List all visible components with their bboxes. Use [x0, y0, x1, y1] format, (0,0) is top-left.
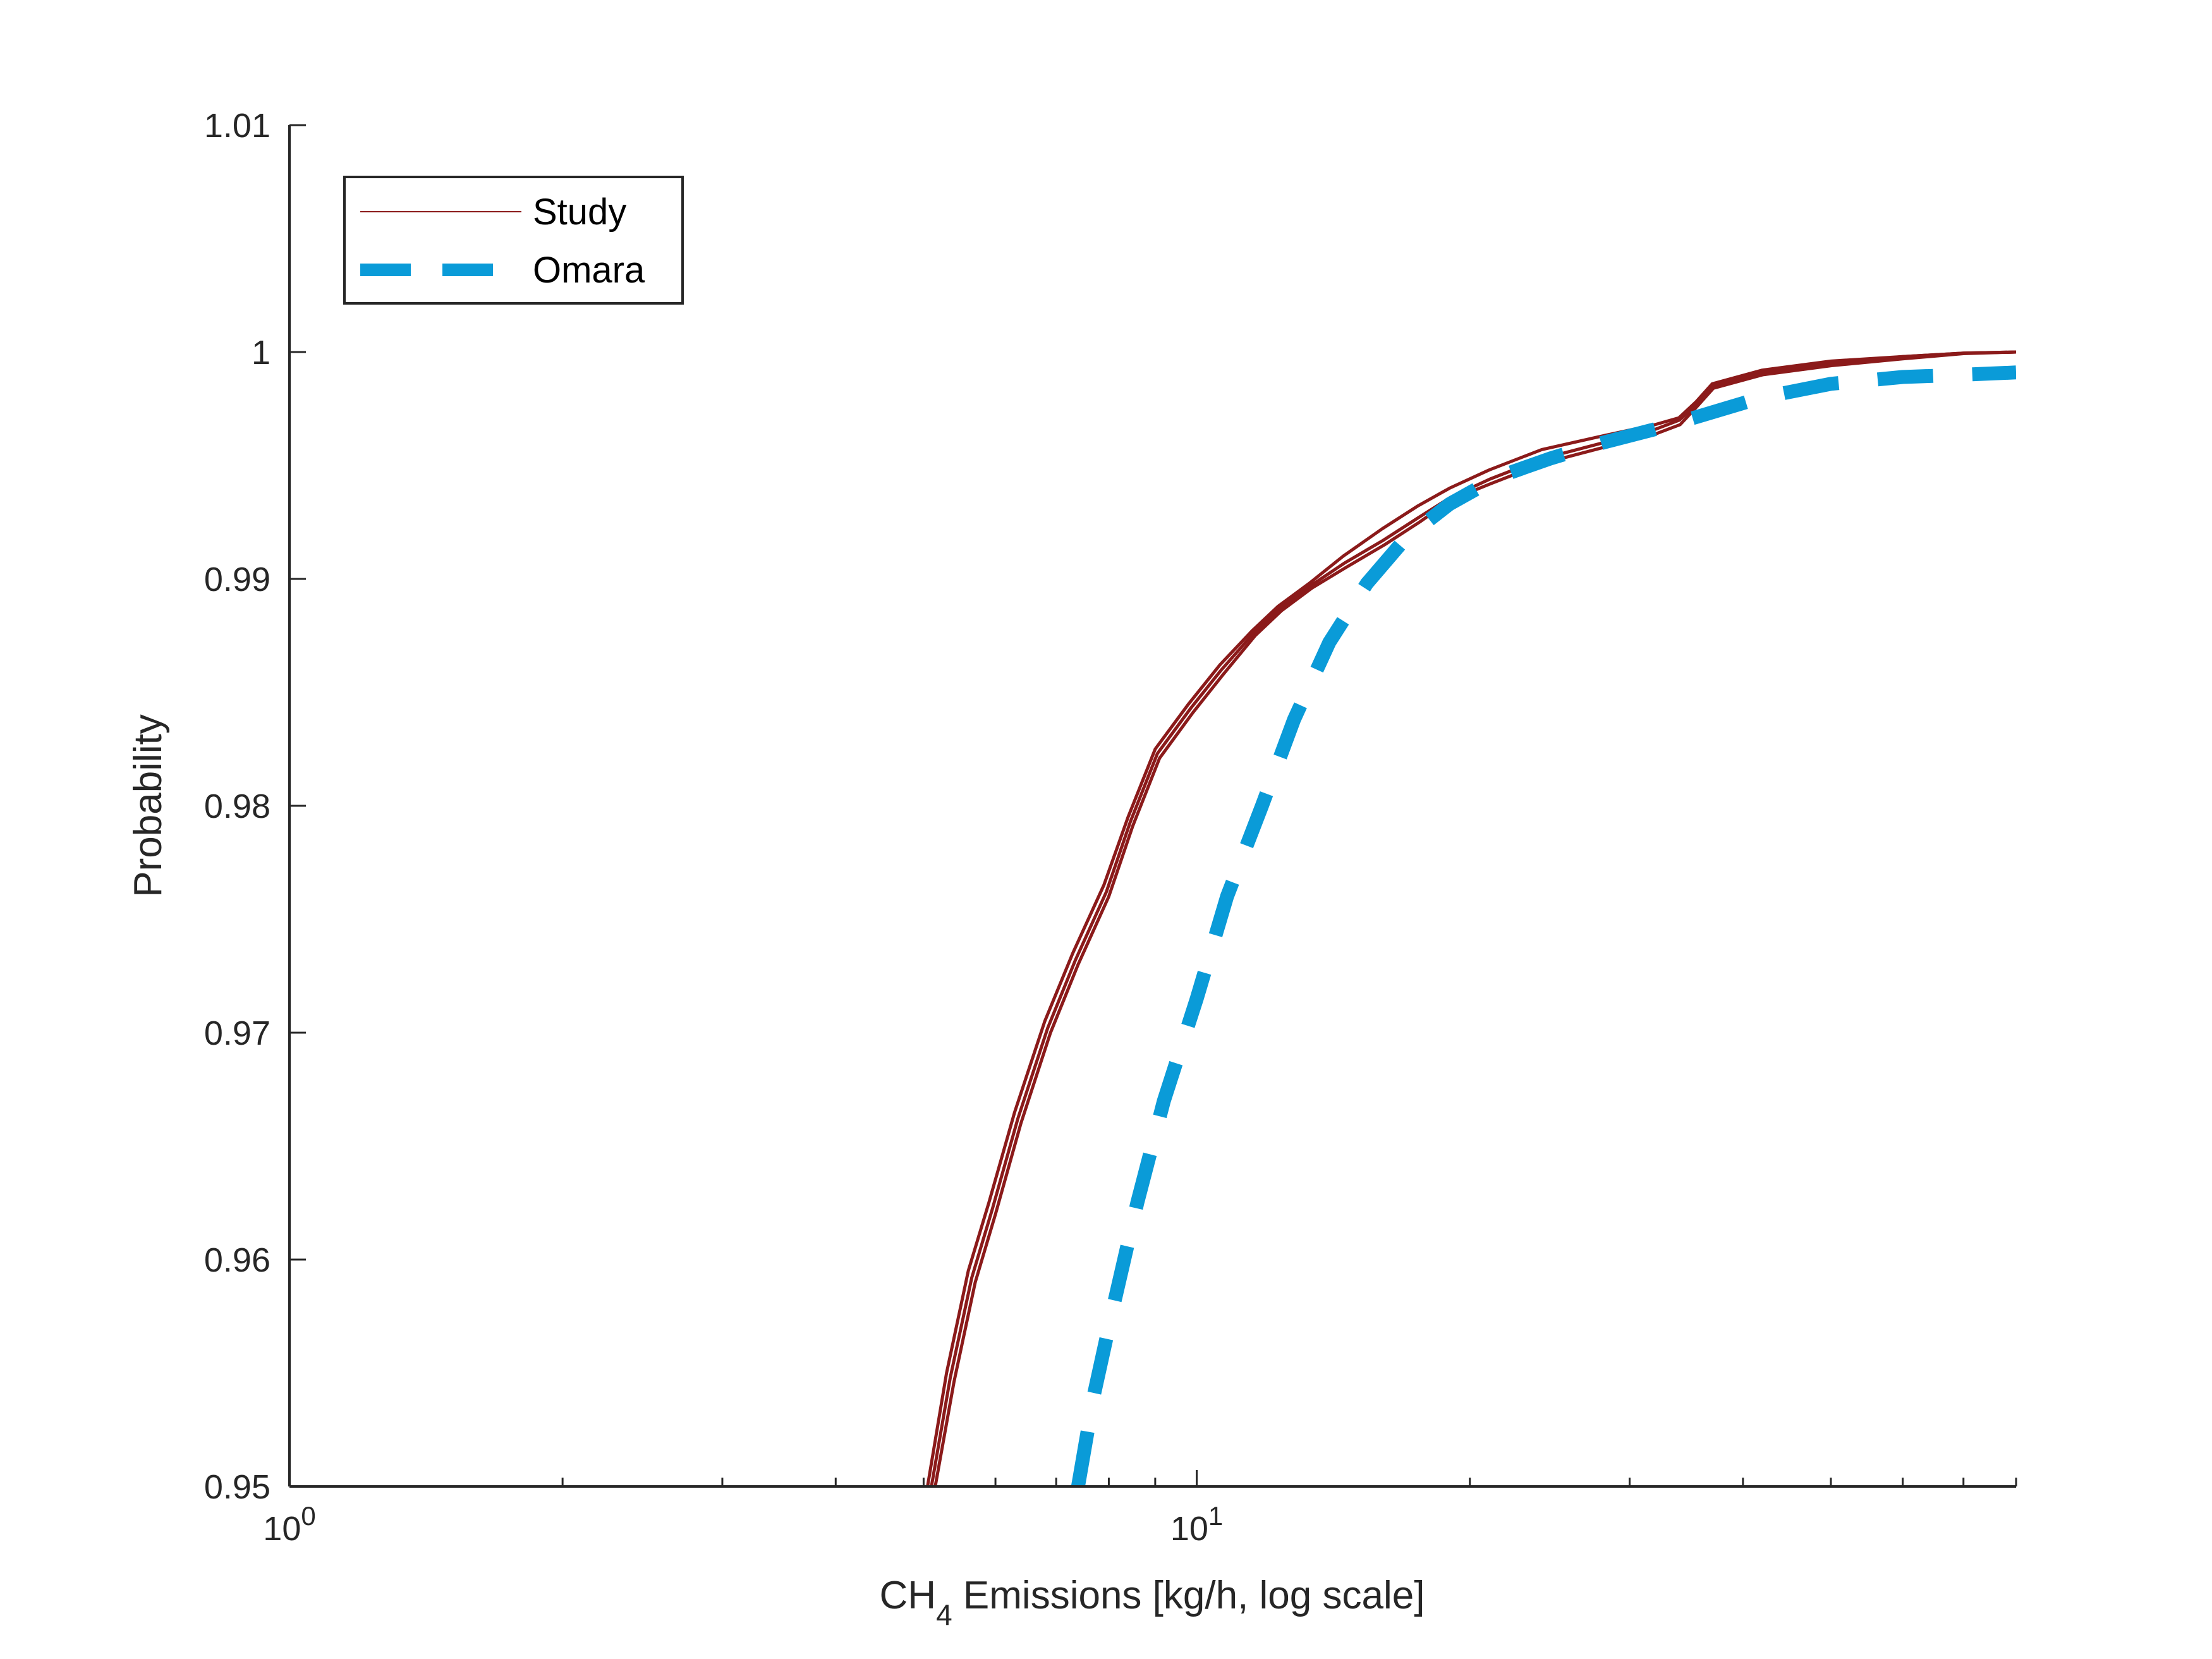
y-tick-label: 1.01: [204, 107, 270, 145]
series-study-line-3: [933, 350, 2016, 1486]
legend-box: [343, 176, 684, 305]
x-axis-ticks: 100 101: [263, 1470, 2017, 1548]
series-study-line-2: [930, 350, 2016, 1486]
y-tick-label: 0.97: [204, 1014, 270, 1052]
legend-omara-label: Omara: [533, 250, 645, 291]
x-tick-base: 10: [263, 1510, 301, 1548]
y-tick-label: 0.95: [204, 1468, 270, 1506]
axes: [288, 125, 2016, 1488]
y-tick-label: 0.96: [204, 1241, 270, 1279]
legend-study-label: Study: [533, 191, 626, 233]
x-tick-label: 100: [263, 1501, 315, 1548]
y-axis-label: Probability: [126, 714, 170, 897]
x-tick-exponent: 1: [1208, 1501, 1223, 1531]
x-tick-base: 10: [1170, 1510, 1208, 1548]
series-study-line-1: [926, 350, 2016, 1486]
series-omara-line-1: [1071, 365, 2016, 1486]
x-tick-exponent: 0: [301, 1501, 315, 1531]
x-axis-label-prefix: CH: [880, 1574, 937, 1617]
y-axis-ticks: 0.95 0.96 0.97 0.98 0.99 1 1.01: [204, 107, 306, 1506]
y-tick-label: 0.98: [204, 787, 270, 825]
legend: Study Omara: [343, 176, 684, 305]
plot-area: [926, 350, 2016, 1486]
x-tick-label: 101: [1170, 1501, 1223, 1548]
x-axis-label-suffix: Emissions [kg/h, log scale]: [952, 1574, 1425, 1617]
y-tick-label: 1: [252, 334, 270, 372]
x-axis-label-subscript: 4: [936, 1598, 952, 1631]
x-axis-label: CH4 Emissions [kg/h, log scale]: [880, 1574, 1425, 1631]
y-tick-label: 0.99: [204, 561, 270, 599]
